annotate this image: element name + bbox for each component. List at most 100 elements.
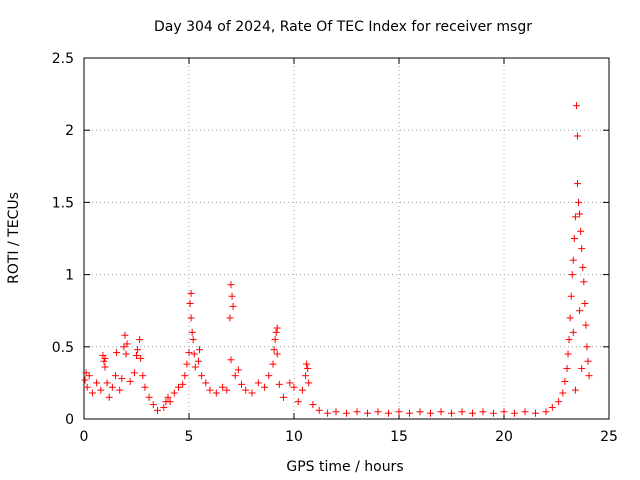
data-point [136, 336, 144, 344]
data-point [511, 409, 518, 417]
data-point [160, 403, 168, 411]
data-point [185, 349, 193, 357]
data-point [242, 386, 250, 394]
data-point [149, 401, 157, 409]
y-tick-label: 0 [65, 412, 74, 428]
y-tick-labels: 0 0.5 1 1.5 2 2.5 [52, 51, 74, 428]
data-point [364, 409, 371, 417]
data-point [122, 350, 130, 358]
data-point [542, 408, 550, 416]
data-point [406, 409, 413, 417]
data-point [572, 102, 580, 110]
data-point [179, 380, 187, 388]
data-point [170, 389, 178, 397]
data-point [582, 321, 590, 329]
data-point [458, 408, 466, 416]
data-point [395, 408, 403, 416]
data-point [126, 377, 134, 385]
data-point [569, 256, 577, 264]
data-point [269, 360, 277, 368]
data-point [103, 379, 111, 387]
data-point [574, 180, 581, 188]
x-tick-label: 5 [185, 429, 194, 445]
data-point [189, 336, 197, 344]
data-point [93, 379, 101, 387]
data-point [581, 299, 589, 307]
data-point [469, 409, 476, 417]
data-point [261, 383, 269, 391]
data-point [290, 383, 298, 391]
data-point [97, 386, 105, 394]
data-point [101, 363, 109, 371]
x-tick-labels: 0 5 10 15 20 25 [80, 429, 618, 445]
data-point [578, 245, 586, 253]
data-point [563, 364, 571, 372]
data-point [187, 314, 195, 322]
x-tick-label: 0 [80, 429, 89, 445]
data-point [141, 383, 149, 391]
data-point [559, 389, 567, 397]
data-point [571, 213, 579, 221]
data-point [271, 336, 279, 344]
data-point [270, 346, 278, 354]
data-point [303, 360, 311, 368]
chart-title: Day 304 of 2024, Rate Of TEC Index for r… [154, 19, 532, 35]
data-point [133, 351, 140, 359]
data-point [181, 372, 189, 380]
data-point [166, 398, 174, 406]
data-point [228, 292, 236, 300]
data-point [427, 409, 434, 417]
plot-frame [83, 57, 610, 420]
data-point [227, 281, 235, 289]
x-axis-label: GPS time / hours [286, 459, 403, 475]
data-point [564, 350, 572, 358]
data-point [332, 408, 340, 416]
data-point [82, 369, 90, 377]
data-point [234, 366, 242, 374]
data-point [196, 346, 203, 354]
data-point [85, 372, 93, 380]
data-point [416, 408, 424, 416]
data-point [315, 406, 323, 414]
data-point [123, 340, 131, 348]
data-point [567, 292, 575, 300]
data-point [548, 403, 556, 411]
data-point [254, 379, 262, 387]
data-point [570, 235, 578, 242]
data-point [194, 357, 202, 365]
y-tick-label: 2.5 [52, 51, 74, 67]
data-point [578, 364, 586, 372]
data-point [175, 383, 182, 391]
data-point [579, 263, 587, 271]
data-point [576, 210, 584, 218]
data-point [183, 360, 191, 368]
data-point [273, 350, 281, 358]
data-point [154, 406, 161, 414]
data-point [561, 377, 569, 385]
data-point [324, 409, 332, 417]
data-point [272, 328, 280, 336]
data-point [238, 380, 245, 388]
data-point [585, 372, 593, 380]
data-point [113, 349, 121, 357]
data-point [134, 346, 142, 354]
data-point [385, 409, 392, 417]
data-point [302, 372, 310, 380]
data-point [112, 372, 119, 380]
data-point [569, 328, 577, 336]
data-point [223, 386, 231, 394]
data-point [120, 343, 128, 351]
x-tick-label: 10 [285, 429, 303, 445]
data-point [100, 357, 108, 365]
data-point [212, 389, 220, 397]
data-point [198, 372, 206, 380]
data-point [532, 409, 539, 417]
data-point [576, 307, 584, 315]
data-point [137, 354, 145, 362]
data-point [105, 393, 113, 401]
data-point [580, 278, 588, 286]
data-point [265, 372, 273, 380]
data-point [118, 375, 126, 383]
data-point [275, 380, 283, 388]
